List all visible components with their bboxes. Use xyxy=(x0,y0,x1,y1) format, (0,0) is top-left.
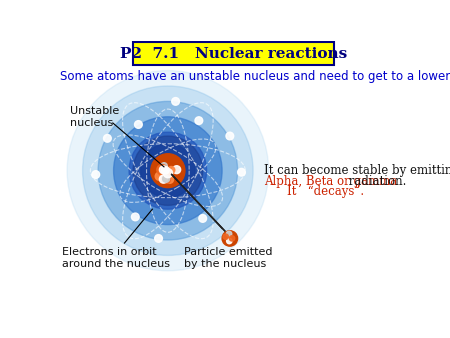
Text: Unstable
nucleus: Unstable nucleus xyxy=(70,106,119,128)
Circle shape xyxy=(222,231,238,246)
Circle shape xyxy=(83,86,253,256)
Circle shape xyxy=(230,236,235,241)
Text: It   “decays”.: It “decays”. xyxy=(287,185,365,198)
Circle shape xyxy=(129,132,207,209)
Circle shape xyxy=(155,172,163,180)
Circle shape xyxy=(133,136,203,206)
Circle shape xyxy=(162,166,169,174)
Circle shape xyxy=(161,163,167,169)
Circle shape xyxy=(159,175,167,183)
Circle shape xyxy=(161,170,171,179)
Circle shape xyxy=(141,144,195,198)
Circle shape xyxy=(67,71,269,271)
Circle shape xyxy=(135,121,142,128)
Text: P2  7.1   Nuclear reactions: P2 7.1 Nuclear reactions xyxy=(120,47,347,61)
Text: Some atoms have an unstable nucleus and need to get to a lower energy state.: Some atoms have an unstable nucleus and … xyxy=(60,70,450,83)
Circle shape xyxy=(238,168,245,176)
Text: Particle emitted
by the nucleus: Particle emitted by the nucleus xyxy=(184,247,273,268)
Text: It can become stable by emitting: It can become stable by emitting xyxy=(264,164,450,177)
Circle shape xyxy=(157,165,167,175)
Circle shape xyxy=(162,175,170,182)
FancyBboxPatch shape xyxy=(133,42,334,65)
Circle shape xyxy=(155,235,162,242)
Circle shape xyxy=(199,215,207,222)
Circle shape xyxy=(98,101,238,240)
Circle shape xyxy=(226,231,232,237)
Circle shape xyxy=(104,135,111,142)
Circle shape xyxy=(159,166,167,174)
Circle shape xyxy=(223,234,229,239)
Circle shape xyxy=(166,176,174,183)
Circle shape xyxy=(151,154,185,188)
Text: Alpha, Beta or gamma: Alpha, Beta or gamma xyxy=(264,174,397,188)
Circle shape xyxy=(226,132,234,140)
Circle shape xyxy=(226,238,232,244)
Circle shape xyxy=(173,166,180,174)
Text: Electrons in orbit
around the nucleus: Electrons in orbit around the nucleus xyxy=(63,247,171,268)
Circle shape xyxy=(158,166,168,175)
Circle shape xyxy=(172,98,180,105)
Circle shape xyxy=(168,167,175,174)
Circle shape xyxy=(131,213,139,221)
Circle shape xyxy=(163,176,170,183)
Circle shape xyxy=(113,117,222,224)
Circle shape xyxy=(163,169,172,178)
Circle shape xyxy=(92,171,99,178)
Text: radiation.: radiation. xyxy=(345,174,406,188)
Circle shape xyxy=(195,117,203,124)
